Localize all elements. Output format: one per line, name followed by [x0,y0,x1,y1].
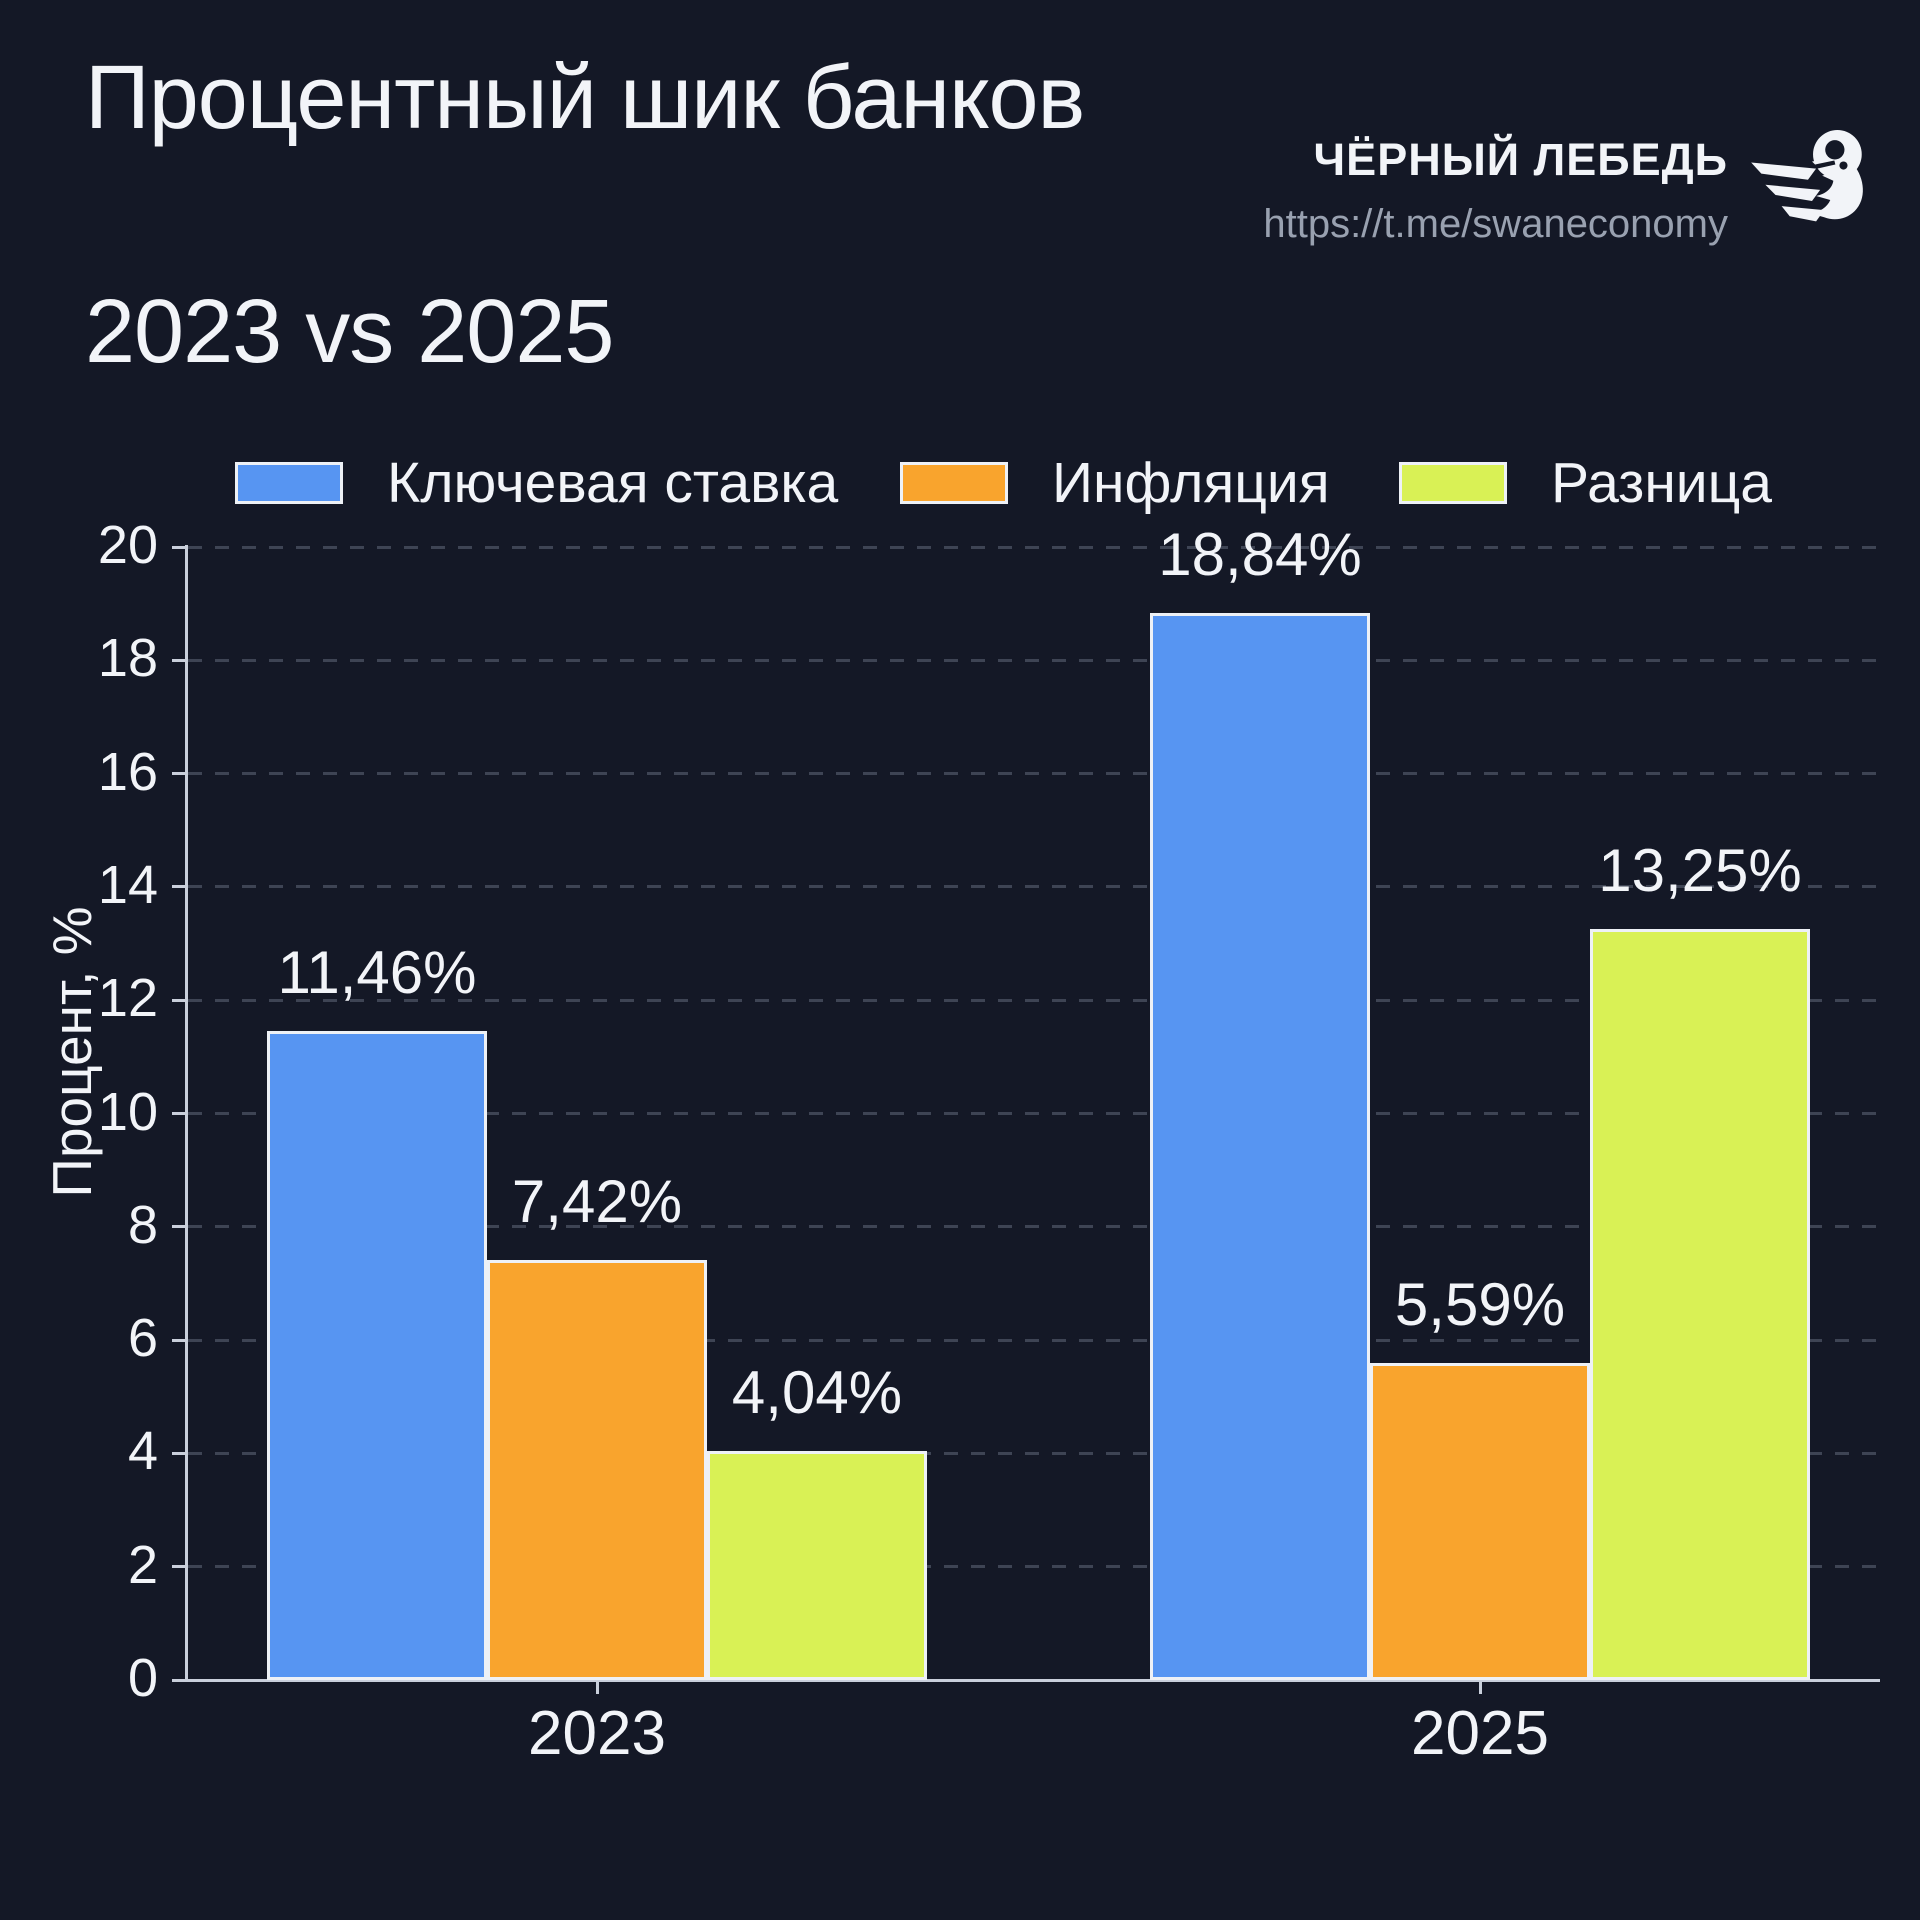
gridline-y-14 [188,885,1880,889]
y-tick-label-2: 2 [127,1534,158,1595]
x-tick-label-2023: 2023 [528,1699,666,1768]
x-tick-mark-2025 [1478,1680,1482,1694]
legend-swatch-icon-0 [235,462,343,504]
brand-url: https://t.me/swaneconomy [1263,202,1728,246]
bar-2025-series-2 [1590,929,1810,1680]
bar-value-label-2025-series-0: 18,84% [1158,520,1362,588]
bar-2025-series-1 [1370,1363,1590,1680]
y-tick-label-4: 4 [127,1421,158,1482]
title-line-2: 2023 vs 2025 [85,282,614,382]
y-tick-label-20: 20 [97,515,158,575]
legend-label-2: Разница [1551,451,1772,515]
y-tick-mark-0 [172,1678,186,1682]
legend-item-0: Ключевая ставка [235,450,838,516]
gridline-y-16 [188,772,1880,776]
y-tick-label-0: 0 [127,1648,158,1708]
swan-logo-icon [1751,130,1863,222]
bar-2023-series-1 [487,1259,707,1680]
title-line-1: Процентный шик банков [85,48,1085,148]
legend-item-2: Разница [1399,450,1772,516]
y-axis-line [185,545,188,1682]
gridline-y-20 [188,545,1880,549]
y-axis-title: Процент, % [41,906,103,1198]
y-tick-label-16: 16 [97,741,158,802]
y-tick-mark-14 [172,885,186,889]
y-tick-label-14: 14 [97,854,158,915]
bar-2023-series-2 [707,1451,927,1680]
gridline-y-8 [188,1225,1880,1229]
y-tick-label-18: 18 [97,628,158,689]
chart-legend: Ключевая ставка Инфляция Разница [0,450,1920,515]
x-axis-line [185,1678,1880,1682]
y-tick-mark-10 [172,1112,186,1115]
y-tick-mark-2 [172,1565,186,1569]
gridline-y-10 [188,1112,1880,1115]
y-tick-mark-20 [172,545,186,549]
y-tick-label-10: 10 [97,1081,158,1142]
bar-value-label-2023-series-0: 11,46% [277,938,477,1006]
gridline-y-4 [188,1451,1880,1455]
gridline-y-18 [188,658,1880,662]
legend-label-1: Инфляция [1052,451,1330,515]
y-tick-mark-4 [172,1451,186,1455]
y-tick-mark-16 [172,772,186,776]
bar-2023-series-0 [267,1030,487,1680]
y-tick-mark-12 [172,998,186,1002]
y-tick-label-8: 8 [127,1194,158,1255]
page-title: Процентный шик банков 2023 vs 2025 [85,40,1085,391]
bar-2025-series-0 [1150,612,1370,1680]
gridline-y-6 [188,1338,1880,1342]
y-tick-mark-6 [172,1338,186,1342]
brand-name: ЧЁРНЫЙ ЛЕБЕДЬ [1313,134,1728,185]
y-tick-label-6: 6 [127,1308,158,1369]
gridline-y-12 [188,998,1880,1002]
bar-value-label-2023-series-2: 4,04% [731,1359,903,1427]
legend-label-0: Ключевая ставка [387,451,839,515]
legend-item-1: Инфляция [900,450,1330,516]
gridline-y-2 [188,1565,1880,1569]
bar-value-label-2025-series-2: 13,25% [1598,837,1802,905]
brand-block: ЧЁРНЫЙ ЛЕБЕДЬ https://t.me/swaneconomy [1263,134,1728,247]
y-tick-label-12: 12 [97,968,158,1029]
x-tick-mark-2023 [595,1680,599,1694]
y-tick-mark-18 [172,658,186,662]
bar-value-label-2023-series-1: 7,42% [511,1167,683,1235]
x-tick-label-2025: 2025 [1411,1699,1549,1768]
legend-swatch-icon-1 [900,462,1008,504]
legend-swatch-icon-2 [1399,462,1507,504]
bar-value-label-2025-series-1: 5,59% [1394,1271,1566,1339]
y-tick-mark-8 [172,1225,186,1229]
